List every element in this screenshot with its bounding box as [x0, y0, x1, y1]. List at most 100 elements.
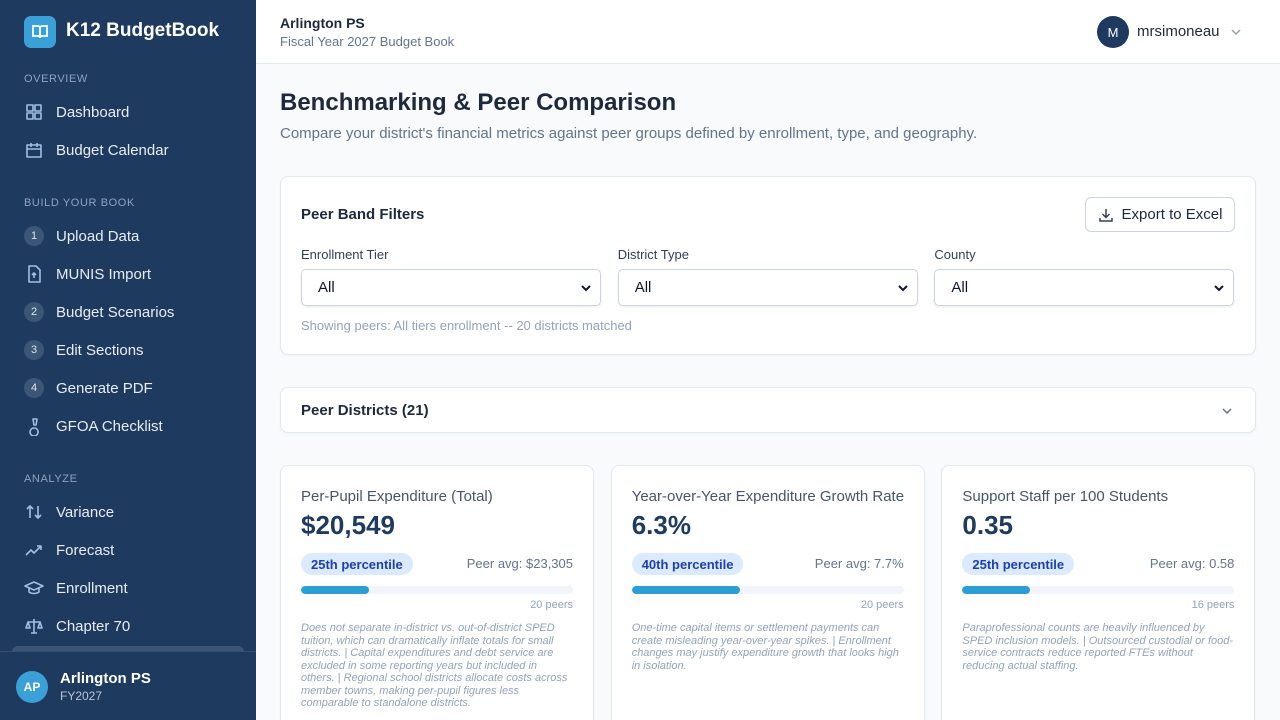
filters-card: Peer Band Filters Export to Excel Showin… — [280, 176, 1256, 355]
select[interactable]: All — [934, 269, 1235, 306]
chevron — [1231, 29, 1241, 36]
metric-title: Support Staff per 100 Students — [962, 488, 1169, 505]
percentile-track — [962, 586, 1235, 594]
select-value: All — [951, 279, 969, 296]
metric-card: Per-Pupil Expenditure (Total) $20,549 25th… — [280, 465, 594, 720]
nav-label: MUNIS Import — [56, 265, 152, 283]
select[interactable]: All — [301, 269, 601, 306]
nav-item[interactable]: GFOA Checklist — [12, 408, 244, 444]
export-button[interactable]: Export to Excel — [1085, 197, 1235, 232]
nav-item[interactable]: Budget Calendar — [12, 132, 244, 168]
percentile-bar — [962, 586, 1031, 594]
percentile-track — [631, 586, 904, 594]
nav-icon — [25, 545, 42, 556]
district: Arlington PS — [280, 15, 365, 31]
nav-label: Generate PDF — [56, 379, 153, 397]
nav-item[interactable]: Enrollment — [12, 570, 244, 606]
nav: OVERVIEW Dashboard Budget Calendar BUILD YO… — [0, 64, 256, 651]
nav-icon — [26, 143, 42, 158]
nav-label: Variance — [56, 503, 115, 521]
metric-note: Paraprofessional counts are heavily infl… — [962, 622, 1234, 672]
district-name: Arlington PS — [60, 670, 151, 687]
nav-icon — [29, 418, 39, 436]
nav-label: Forecast — [56, 541, 115, 559]
percentile-badge: 25th percentile — [962, 553, 1075, 575]
sidebar: K12 BudgetBook OVERVIEW Dashboard Budget C… — [0, 0, 256, 720]
nav-item[interactable]: Dashboard — [12, 94, 244, 130]
filter-summary: Showing peers: All tiers enrollment -- 2… — [301, 318, 632, 333]
filter-label: District Type — [617, 247, 689, 262]
step-number: 3 — [24, 340, 44, 360]
metric-title: Year-over-Year Expenditure Growth Rate — [631, 488, 905, 505]
nav-label: Enrollment — [56, 579, 128, 597]
percentile-badge: 40th percentile — [631, 553, 744, 575]
district-avatar: AP — [16, 671, 48, 703]
select-arrow — [581, 284, 591, 291]
select-arrow — [897, 284, 908, 291]
peer-districts-title: Peer Districts (21) — [301, 402, 429, 419]
nav-item[interactable]: 3 Edit Sections — [12, 332, 244, 368]
chevron — [1222, 408, 1232, 415]
nav-label: Budget Scenarios — [56, 303, 175, 321]
metric-note: One-time capital items or settlement pay… — [631, 622, 899, 672]
nav-item[interactable]: 2 Budget Scenarios — [12, 294, 244, 330]
peer-districts-toggle[interactable]: Peer Districts (21) — [280, 387, 1256, 433]
nav-section-title: OVERVIEW — [24, 73, 88, 85]
top-bar: Arlington PS Fiscal Year 2027 Budget Boo… — [256, 0, 1280, 64]
percentile-badge: 25th percentile — [301, 553, 413, 575]
metric-card: Year-over-Year Expenditure Growth Rate 6.… — [610, 465, 925, 720]
nav-icon — [26, 104, 42, 120]
user-menu[interactable]: M mrsimoneau — [1097, 16, 1267, 48]
nav-icon — [24, 581, 44, 595]
user-avatar: M — [1097, 16, 1129, 48]
sidebar-footer[interactable]: AP Arlington PS FY2027 — [0, 651, 256, 720]
select-value: All — [318, 279, 335, 296]
select-value: All — [634, 279, 652, 296]
nav-item[interactable]: 1 Upload Data — [12, 218, 244, 254]
nav-icon — [25, 619, 43, 634]
nav-icon — [26, 505, 42, 519]
nav-item[interactable]: Chapter 70 — [12, 608, 244, 644]
subtitle: Fiscal Year 2027 Budget Book — [280, 34, 455, 49]
export-label: Export to Excel — [1121, 206, 1223, 223]
nav-icon — [28, 265, 41, 283]
nav-item[interactable]: MUNIS Import — [12, 256, 244, 292]
percentile-bar — [301, 586, 369, 594]
filters-title: Peer Band Filters — [301, 206, 425, 223]
nav-label: Chapter 70 — [56, 617, 131, 635]
page-title: Benchmarking & Peer Comparison — [280, 89, 677, 116]
step-number: 2 — [24, 302, 44, 322]
nav-section-title: BUILD YOUR BOOK — [24, 197, 135, 209]
peer-count: 20 peers — [530, 599, 573, 611]
metric-card: Support Staff per 100 Students 0.35 25th p… — [941, 465, 1256, 720]
nav-item[interactable]: 4 Generate PDF — [12, 370, 244, 406]
brand[interactable]: K12 BudgetBook — [66, 20, 220, 41]
peer-average: Peer avg: $23,305 — [466, 556, 573, 571]
download-icon — [1098, 208, 1113, 222]
peer-average: Peer avg: 7.7% — [814, 556, 904, 571]
fiscal-year: FY2027 — [60, 689, 103, 703]
nav-label: Budget Calendar — [56, 141, 169, 159]
nav-item[interactable]: Benchmarking — [12, 646, 244, 651]
peer-average: Peer avg: 0.58 — [1149, 556, 1235, 571]
metric-value: 0.35 — [962, 510, 1013, 540]
select[interactable]: All — [617, 269, 918, 306]
nav-item[interactable]: Variance — [12, 494, 244, 530]
filter-label: County — [934, 247, 976, 262]
filter-label: Enrollment Tier — [301, 247, 389, 262]
metric-value: $20,549 — [301, 510, 395, 540]
peer-count: 16 peers — [1191, 599, 1235, 611]
nav-label: Edit Sections — [56, 341, 144, 359]
username: mrsimoneau — [1137, 23, 1220, 40]
percentile-track — [301, 586, 573, 594]
step-number: 1 — [24, 226, 44, 246]
percentile-bar — [631, 586, 741, 594]
select-arrow — [1214, 284, 1225, 291]
peer-count: 20 peers — [860, 599, 904, 611]
metric-title: Per-Pupil Expenditure (Total) — [301, 488, 493, 505]
step-number: 4 — [24, 378, 44, 398]
nav-item[interactable]: Forecast — [12, 532, 244, 568]
page-description: Compare your district's financial metric… — [280, 125, 978, 142]
nav-section-title: ANALYZE — [24, 473, 78, 485]
